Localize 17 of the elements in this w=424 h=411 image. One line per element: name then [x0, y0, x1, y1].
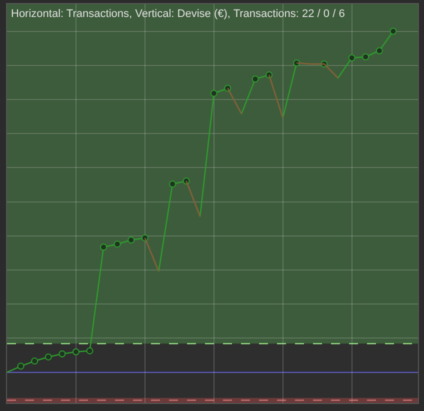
point	[17, 362, 24, 370]
chart-title: Horizontal: Transactions, Vertical: Devise (€), Transactions: 22 / 0 / 6	[11, 8, 345, 20]
point	[348, 54, 356, 62]
point	[31, 358, 38, 365]
point	[362, 53, 370, 60]
point	[58, 350, 66, 358]
point	[86, 347, 94, 354]
point	[390, 28, 397, 35]
point	[169, 180, 176, 188]
point	[128, 236, 135, 244]
point	[100, 244, 108, 251]
point	[252, 76, 259, 83]
point	[210, 90, 218, 97]
point	[114, 240, 121, 248]
point	[72, 348, 80, 356]
point	[376, 47, 383, 54]
point	[44, 353, 52, 360]
